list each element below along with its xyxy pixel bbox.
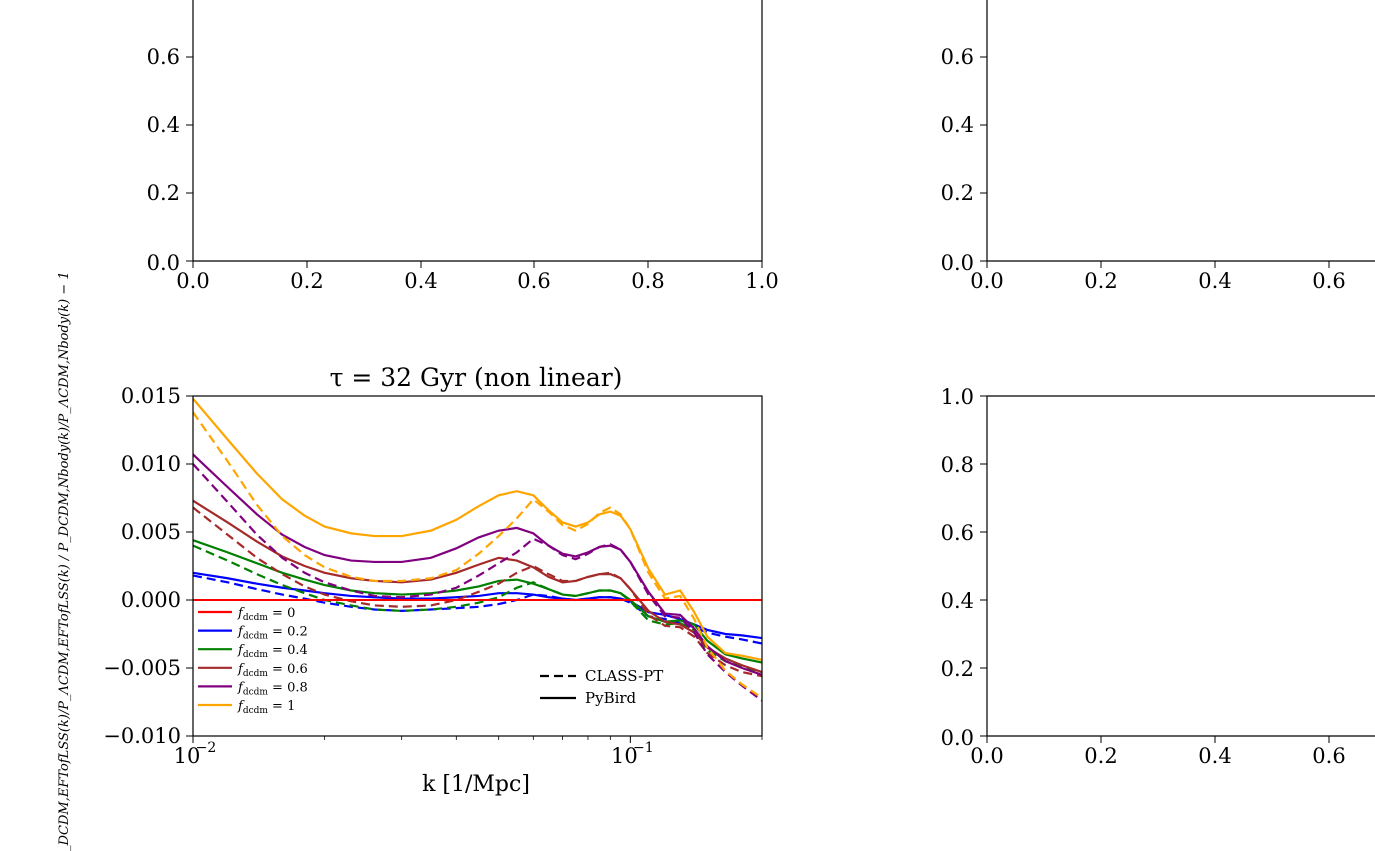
xticks: 10−2 10−1 (174, 736, 763, 768)
axes-bottom-right: 1.0 0.8 0.6 0.4 0.2 0.0 0.0 0.2 0.4 0.6 (941, 385, 1375, 768)
ytick-label: 0.2 (147, 181, 180, 205)
ytick-label: 0.015 (121, 384, 181, 408)
yticks: 0.015 0.010 0.005 0.000 −0.005 −0.010 (103, 384, 193, 748)
ytick-label: 0.6 (941, 45, 974, 69)
xtick-label: 0.2 (1084, 269, 1117, 293)
ytick-label: 0.4 (941, 113, 974, 137)
axes-frame (192, 395, 763, 737)
ytick-label: 0.0 (941, 726, 974, 750)
legend-style-label: CLASS-PT (585, 667, 663, 685)
series-line-pybird (193, 453, 762, 676)
ytick-label: 1.0 (941, 385, 974, 409)
legend-label: fdcdm = 0.6 (237, 662, 308, 679)
legend-label: fdcdm = 0 (237, 606, 295, 623)
legend-label: fdcdm = 0.2 (237, 625, 308, 642)
ytick-label: 0.4 (147, 113, 180, 137)
chart-title: τ = 32 Gyr (non linear) (330, 363, 623, 392)
yticks: 1.0 0.8 0.6 0.4 0.2 0.0 (941, 385, 987, 750)
xtick-label: 0.4 (404, 269, 437, 293)
xtick-label: 1.0 (745, 269, 778, 293)
xtick-label: 0.4 (1198, 744, 1231, 768)
series-group (193, 398, 762, 702)
legend-style: CLASS-PT PyBird (540, 667, 663, 707)
ytick-label: 0.6 (941, 521, 974, 545)
ytick-label: 0.2 (941, 657, 974, 681)
xtick-exponent: −2 (196, 740, 217, 756)
series-line-pybird (193, 398, 762, 661)
xticks: 0.0 0.2 0.4 0.6 0.8 1.0 (176, 261, 779, 293)
xtick-label: 0.0 (176, 269, 209, 293)
ytick-label: 0.2 (941, 181, 974, 205)
xtick-label: 0.6 (517, 269, 550, 293)
xtick-label: 10 (611, 744, 638, 768)
series-line-classpt (193, 506, 762, 678)
xtick-label: 0.0 (970, 744, 1003, 768)
xtick-label: 0.2 (1084, 744, 1117, 768)
axes-frame (986, 0, 1375, 262)
xtick-label: 0.2 (290, 269, 323, 293)
yticks: 0.6 0.4 0.2 0.0 (147, 45, 193, 275)
xtick-label: 0.8 (631, 269, 664, 293)
ytick-label: 0.8 (941, 453, 974, 477)
ylabel-text: P_DCDM,EFTofLSS(k)/P_ΛCDM,EFTofLSS(k) / … (57, 271, 72, 851)
series-line-pybird (193, 539, 762, 664)
xtick-label: 0.6 (1312, 269, 1345, 293)
ytick-label: 0.4 (941, 589, 974, 613)
y-axis-label: P_DCDM,EFTofLSS(k)/P_ΛCDM,EFTofLSS(k) / … (57, 271, 72, 851)
xticks: 0.0 0.2 0.4 0.6 (970, 261, 1346, 293)
xtick-label: 10 (174, 744, 201, 768)
axes-frame (986, 395, 1375, 737)
series-line-pybird (193, 499, 762, 674)
ytick-label: 0.005 (121, 520, 181, 544)
legend-label: fdcdm = 1 (237, 699, 295, 716)
ytick-label: 0.6 (147, 45, 180, 69)
xtick-label: 0.6 (1312, 744, 1345, 768)
xtick-exponent: −1 (633, 740, 654, 756)
axes-frame (192, 0, 763, 262)
xticks: 0.0 0.2 0.4 0.6 (970, 736, 1346, 768)
ytick-label: −0.005 (103, 656, 181, 680)
x-axis-label: k [1/Mpc] (422, 772, 530, 797)
legend-label: fdcdm = 0.4 (237, 643, 308, 660)
legend-style-label: PyBird (585, 689, 637, 707)
yticks: 0.6 0.4 0.2 0.0 (941, 45, 987, 275)
series-line-pybird (193, 571, 762, 640)
axes-top-right: 0.6 0.4 0.2 0.0 0.0 0.2 0.4 0.6 (941, 0, 1375, 293)
ytick-label: 0.010 (121, 452, 181, 476)
xtick-label: 0.4 (1198, 269, 1231, 293)
ytick-label: −0.010 (103, 724, 181, 748)
ytick-label: 0.000 (121, 588, 181, 612)
ytick-label: 0.0 (147, 251, 180, 275)
axes-bottom-left: τ = 32 Gyr (non linear) 0.0150.0100.0050… (57, 271, 763, 851)
xtick-label: 0.0 (970, 269, 1003, 293)
legend-label: fdcdm = 0.8 (237, 680, 308, 697)
ytick-label: 0.0 (941, 251, 974, 275)
axes-top-left: 0.6 0.4 0.2 0.0 0.0 0.2 0.4 0.6 0.8 1.0 (147, 0, 779, 293)
